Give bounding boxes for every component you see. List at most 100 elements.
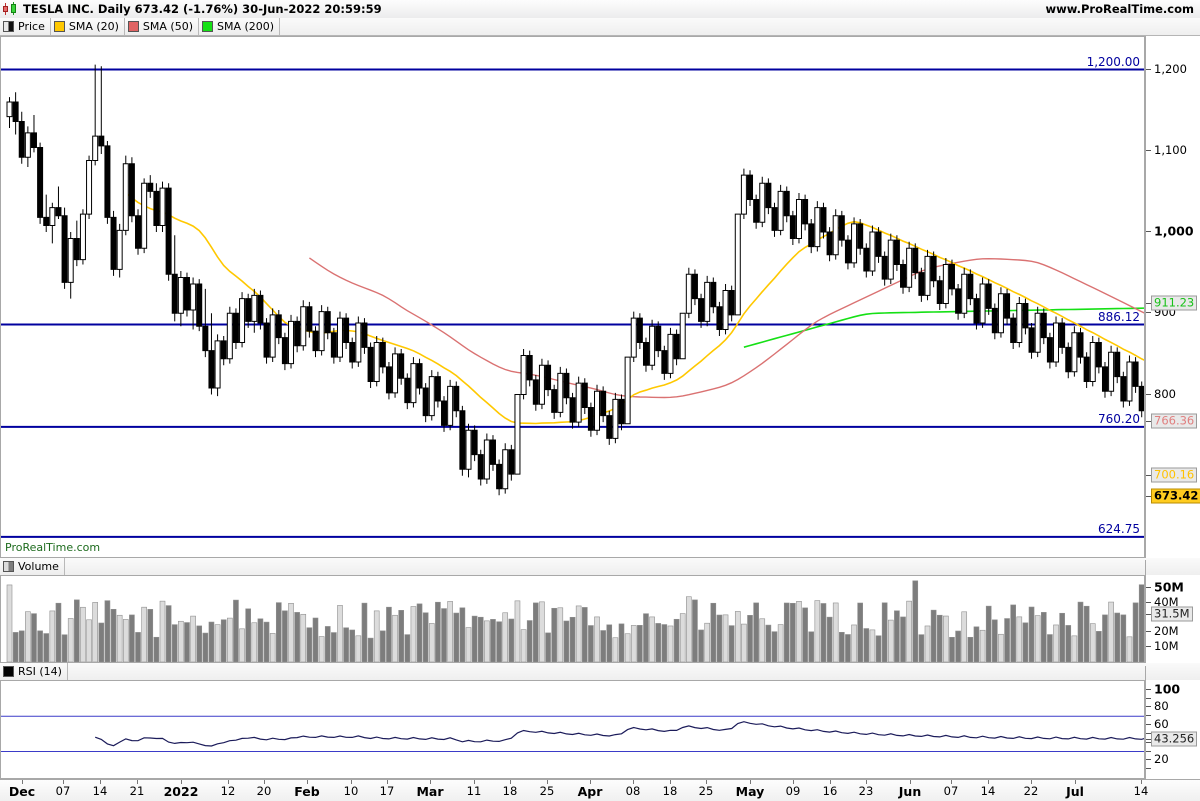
- volume-bar: [710, 602, 717, 662]
- volume-bar: [734, 611, 741, 662]
- last-price-tag[interactable]: 673.42: [1151, 488, 1200, 504]
- axis-tick-mark: [1146, 312, 1151, 314]
- volume-bar: [453, 612, 460, 662]
- rsi-value-tag[interactable]: 43.256: [1151, 731, 1198, 747]
- candle-down: [783, 190, 790, 217]
- volume-bar: [367, 637, 374, 662]
- price-legend-item-1[interactable]: SMA (20): [50, 18, 125, 35]
- candle-up: [594, 390, 601, 431]
- candle-up: [428, 376, 435, 417]
- volume-bar: [998, 633, 1004, 662]
- price-chart-panel[interactable]: ProRealTime.com 1,200.00 886.12 760.20 624.…: [0, 36, 1145, 558]
- candle-down: [404, 377, 411, 404]
- volume-bar: [1089, 623, 1096, 662]
- volume-bar: [949, 636, 955, 662]
- volume-bar: [337, 605, 343, 662]
- date-axis-tick: 12: [220, 784, 236, 798]
- volume-bar: [459, 607, 466, 662]
- volume-bar: [43, 633, 50, 662]
- chart-title: TESLA INC. Daily 673.42 (-1.76%) 30-Jun-…: [23, 2, 382, 16]
- volume-bar: [826, 616, 833, 662]
- rsi-chart-panel[interactable]: [0, 680, 1145, 779]
- watermark-label: ProRealTime.com: [5, 541, 101, 554]
- candle-down: [1114, 351, 1121, 378]
- volume-bar: [936, 614, 943, 662]
- date-tick-mark: [63, 780, 64, 784]
- candle-up: [851, 223, 858, 264]
- volume-bar: [269, 633, 276, 662]
- volume-chart-panel[interactable]: [0, 575, 1145, 663]
- price-legend-item-2[interactable]: SMA (50): [124, 18, 199, 35]
- volume-bar: [349, 629, 356, 662]
- sma50-value-tag[interactable]: 766.36: [1151, 413, 1198, 429]
- volume-bar: [967, 636, 974, 662]
- price-legend-item-0[interactable]: Price: [0, 18, 51, 35]
- candle-down: [642, 342, 649, 366]
- candles: [6, 64, 1144, 496]
- volume-bar: [422, 612, 429, 662]
- rsi-axis-tick: 100: [1154, 681, 1181, 697]
- price-legend-item-3[interactable]: SMA (200): [199, 18, 281, 35]
- volume-bar: [992, 619, 998, 662]
- volume-bar: [563, 620, 570, 662]
- volume-value-tag[interactable]: 31.5M: [1151, 606, 1193, 622]
- axis-tick-mark: [1146, 231, 1151, 232]
- date-axis-tick: 07: [55, 784, 71, 798]
- candle-up: [86, 160, 93, 215]
- volume-bar: [624, 633, 631, 662]
- rsi-axis[interactable]: 100 80 60 20 43.256: [1145, 666, 1200, 779]
- date-tick-mark: [181, 780, 182, 784]
- axis-tick-mark: [1146, 688, 1151, 690]
- date-axis-tick: 21: [129, 784, 145, 798]
- price-axis[interactable]: 1,200 1,100 1,000 900 800 911.23 766.36 700.16 6…: [1145, 36, 1200, 558]
- candle-down: [1120, 376, 1127, 402]
- volume-axis-tick: 50M: [1154, 579, 1184, 595]
- candle-down: [771, 207, 778, 231]
- volume-bar: [869, 629, 876, 662]
- candle-down: [1059, 322, 1066, 348]
- candle-down: [471, 429, 478, 456]
- volume-bar: [979, 629, 986, 662]
- candle-down: [104, 145, 111, 218]
- candle-down: [477, 454, 484, 480]
- axis-tick-mark: [1146, 614, 1151, 616]
- date-axis-tick: 08: [625, 784, 641, 798]
- volume-axis[interactable]: 50M 40M 20M 10M 31.5M: [1145, 560, 1200, 663]
- volume-bar: [526, 620, 533, 662]
- candle-up: [722, 290, 729, 330]
- sma20-value-tag[interactable]: 700.16: [1151, 467, 1198, 483]
- candle-up: [704, 281, 711, 322]
- candle-down: [900, 264, 907, 288]
- volume-bar: [679, 613, 686, 662]
- volume-bar: [906, 600, 912, 662]
- candle-down: [716, 306, 723, 330]
- sma200-value-tag[interactable]: 911.23: [1151, 295, 1198, 311]
- candle-up: [814, 207, 821, 248]
- volume-bar: [1010, 604, 1016, 662]
- volume-bar: [141, 606, 147, 662]
- date-axis-tick: 11: [466, 784, 482, 798]
- date-axis[interactable]: Dec 07 14 21 2022 12 20 Feb 10 17 Mar 11 18 25 Apr 08 18…: [0, 779, 1200, 801]
- candle-up: [67, 238, 74, 283]
- volume-bar: [845, 634, 851, 662]
- volume-bar: [802, 607, 808, 662]
- volume-legend-item-0[interactable]: Volume: [0, 558, 65, 575]
- axis-tick-mark: [1146, 631, 1151, 633]
- axis-tick-mark: [1146, 496, 1151, 498]
- candle-down: [18, 121, 25, 158]
- legend-label: Price: [18, 20, 45, 33]
- legend-swatch-icon: [3, 561, 14, 572]
- candle-down: [496, 463, 503, 490]
- rsi-legend-item-0[interactable]: RSI (14): [0, 663, 68, 680]
- candle-down: [43, 216, 50, 226]
- volume-bar: [208, 621, 215, 662]
- volume-bar: [435, 601, 441, 662]
- candle-up: [979, 283, 986, 324]
- candle-down: [936, 280, 943, 304]
- volume-bar: [777, 624, 784, 662]
- volume-bar: [490, 619, 496, 662]
- volume-bar: [410, 606, 417, 662]
- date-axis-tick: Jun: [898, 784, 922, 799]
- volume-bar: [1126, 636, 1133, 662]
- volume-bar: [153, 636, 160, 662]
